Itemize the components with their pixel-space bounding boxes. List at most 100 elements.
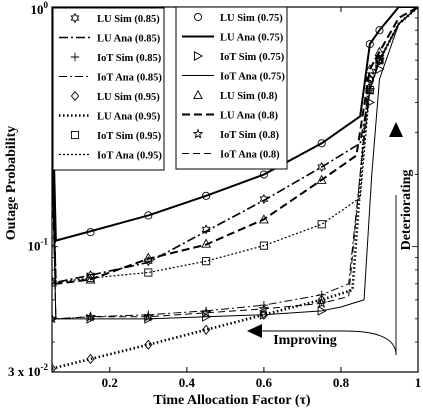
legend-marker-sample [70, 90, 80, 102]
data-point-marker [201, 324, 211, 335]
legend-label: IoT Sim (0.95) [97, 131, 162, 142]
legends: LU Sim (0.85) LU Ana (0.85) IoT Sim (0.85)… [52, 6, 288, 171]
data-point-marker [259, 170, 268, 179]
data-point-marker [317, 139, 326, 148]
y-tick-label: 100 [31, 0, 49, 17]
x-axis-label: Time Allocation Factor (τ) [153, 393, 311, 408]
legend-label: IoT Ana (0.95) [97, 151, 162, 162]
x-tick-label: 0.8 [333, 375, 350, 390]
data-point-marker [374, 54, 385, 65]
data-point-marker [201, 224, 211, 235]
legend-label: IoT Ana (0.75) [220, 72, 285, 83]
y-axis-label: Outage Probability [4, 126, 19, 240]
data-point-marker [52, 277, 57, 287]
series-line [52, 7, 418, 242]
legend-marker-sample [193, 89, 203, 100]
data-point-marker [143, 256, 153, 267]
legend-entry-lu-sim-0-95: LU Sim (0.95) [70, 90, 160, 103]
data-point-marker [200, 307, 212, 318]
data-point-marker [375, 26, 384, 35]
legend-left: LU Sim (0.85) LU Ana (0.85) IoT Sim (0.85)… [52, 7, 165, 171]
series-lu-ana-0-75 [52, 7, 418, 242]
legend-marker-sample [70, 52, 80, 62]
legend-label: LU Sim (0.85) [97, 14, 160, 25]
data-point-marker [52, 313, 58, 324]
data-point-marker [202, 191, 211, 200]
series-iot-sim-0-8 [52, 54, 385, 324]
legend-label: LU Sim (0.95) [97, 92, 160, 103]
series-line [52, 7, 418, 320]
x-tick-label: 1 [415, 375, 422, 390]
legend-entry-iot-ana-0-85: IoT Ana (0.85) [59, 73, 162, 84]
deteriorating-arrow [389, 122, 403, 137]
data-point-marker [364, 64, 375, 74]
legend-entry-lu-sim-0-8: LU Sim (0.8) [193, 89, 278, 102]
improving-arrow [247, 324, 262, 338]
legend-entry-lu-ana-0-75: LU Ana (0.75) [182, 33, 284, 44]
legend-entry-lu-ana-0-8: LU Ana (0.8) [182, 111, 279, 122]
data-point-marker [364, 84, 376, 95]
legend-marker-sample [193, 51, 204, 61]
data-point-marker [144, 339, 153, 350]
legend-box [52, 7, 165, 171]
data-point-marker [258, 303, 270, 314]
annotation-curve [262, 195, 397, 356]
legend-label: IoT Sim (0.8) [220, 130, 280, 141]
series-iot-ana-0-75 [52, 7, 418, 320]
legend-entry-lu-ana-0-85: LU Ana (0.85) [59, 34, 161, 45]
legend-right: LU Sim (0.75) LU Ana (0.75) IoT Sim (0.75)… [175, 6, 288, 170]
data-point-marker [365, 74, 375, 85]
data-point-marker [202, 257, 211, 266]
legend-entry-iot-sim-0-8: IoT Sim (0.8) [192, 128, 280, 141]
y-tick-label: 10-1 [28, 237, 49, 254]
series-line [52, 7, 418, 285]
data-point-marker [375, 64, 385, 75]
data-point-marker [86, 353, 95, 365]
legend-marker-sample [70, 12, 80, 24]
legend-box [175, 6, 288, 170]
improving-label: Improving [273, 333, 337, 348]
y-tick-label: 3 x 10-2 [8, 362, 48, 379]
series-line [52, 7, 418, 370]
legend-marker-sample [192, 128, 204, 139]
data-point-marker [259, 193, 269, 205]
legend-label: LU Ana (0.95) [97, 112, 161, 123]
legend-entry-lu-sim-0-75: LU Sim (0.75) [193, 12, 283, 24]
data-point-marker [317, 220, 326, 229]
x-tick-label: 0.4 [179, 375, 196, 390]
legend-label: LU Ana (0.75) [220, 33, 284, 44]
series-iot-ana-0-8 [52, 7, 418, 320]
data-point-marker [85, 311, 96, 322]
legend-entry-lu-ana-0-95: LU Ana (0.95) [59, 112, 161, 123]
legend-marker-sample [70, 130, 80, 140]
legend-label: IoT Sim (0.85) [97, 53, 162, 64]
legend-entry-iot-ana-0-95: IoT Ana (0.95) [59, 151, 162, 162]
annotations: Improving Deteriorating [247, 122, 414, 356]
legend-entry-iot-ana-0-75: IoT Ana (0.75) [182, 72, 285, 83]
data-point-marker [144, 268, 153, 277]
data-point-marker [316, 297, 328, 308]
legend-label: LU Sim (0.75) [220, 13, 283, 24]
x-tick-label: 0.2 [102, 375, 118, 390]
legend-entry-iot-sim-0-85: IoT Sim (0.85) [70, 52, 162, 64]
legend-entry-iot-ana-0-8: IoT Ana (0.8) [182, 150, 280, 161]
data-point-marker [259, 241, 268, 250]
legend-entry-iot-sim-0-95: IoT Sim (0.95) [70, 130, 162, 142]
data-point-marker [52, 363, 57, 372]
legend-entry-iot-sim-0-75: IoT Sim (0.75) [193, 51, 285, 63]
legend-label: LU Ana (0.8) [220, 111, 279, 122]
data-point-marker [365, 97, 375, 108]
series-lu-ana-0-8 [52, 7, 418, 285]
series-line [52, 7, 418, 320]
legend-label: LU Ana (0.85) [97, 34, 161, 45]
legend-label: IoT Ana (0.8) [220, 150, 280, 161]
deteriorating-label: Deteriorating [399, 170, 414, 251]
data-point-marker [142, 311, 154, 322]
legend-entry-lu-sim-0-85: LU Sim (0.85) [70, 12, 160, 25]
legend-marker-sample [193, 12, 203, 22]
legend-label: IoT Ana (0.85) [97, 73, 162, 84]
series-lu-ana-0-95 [52, 7, 418, 370]
x-tick-label: 0.6 [256, 375, 273, 390]
legend-label: IoT Sim (0.75) [220, 52, 285, 63]
